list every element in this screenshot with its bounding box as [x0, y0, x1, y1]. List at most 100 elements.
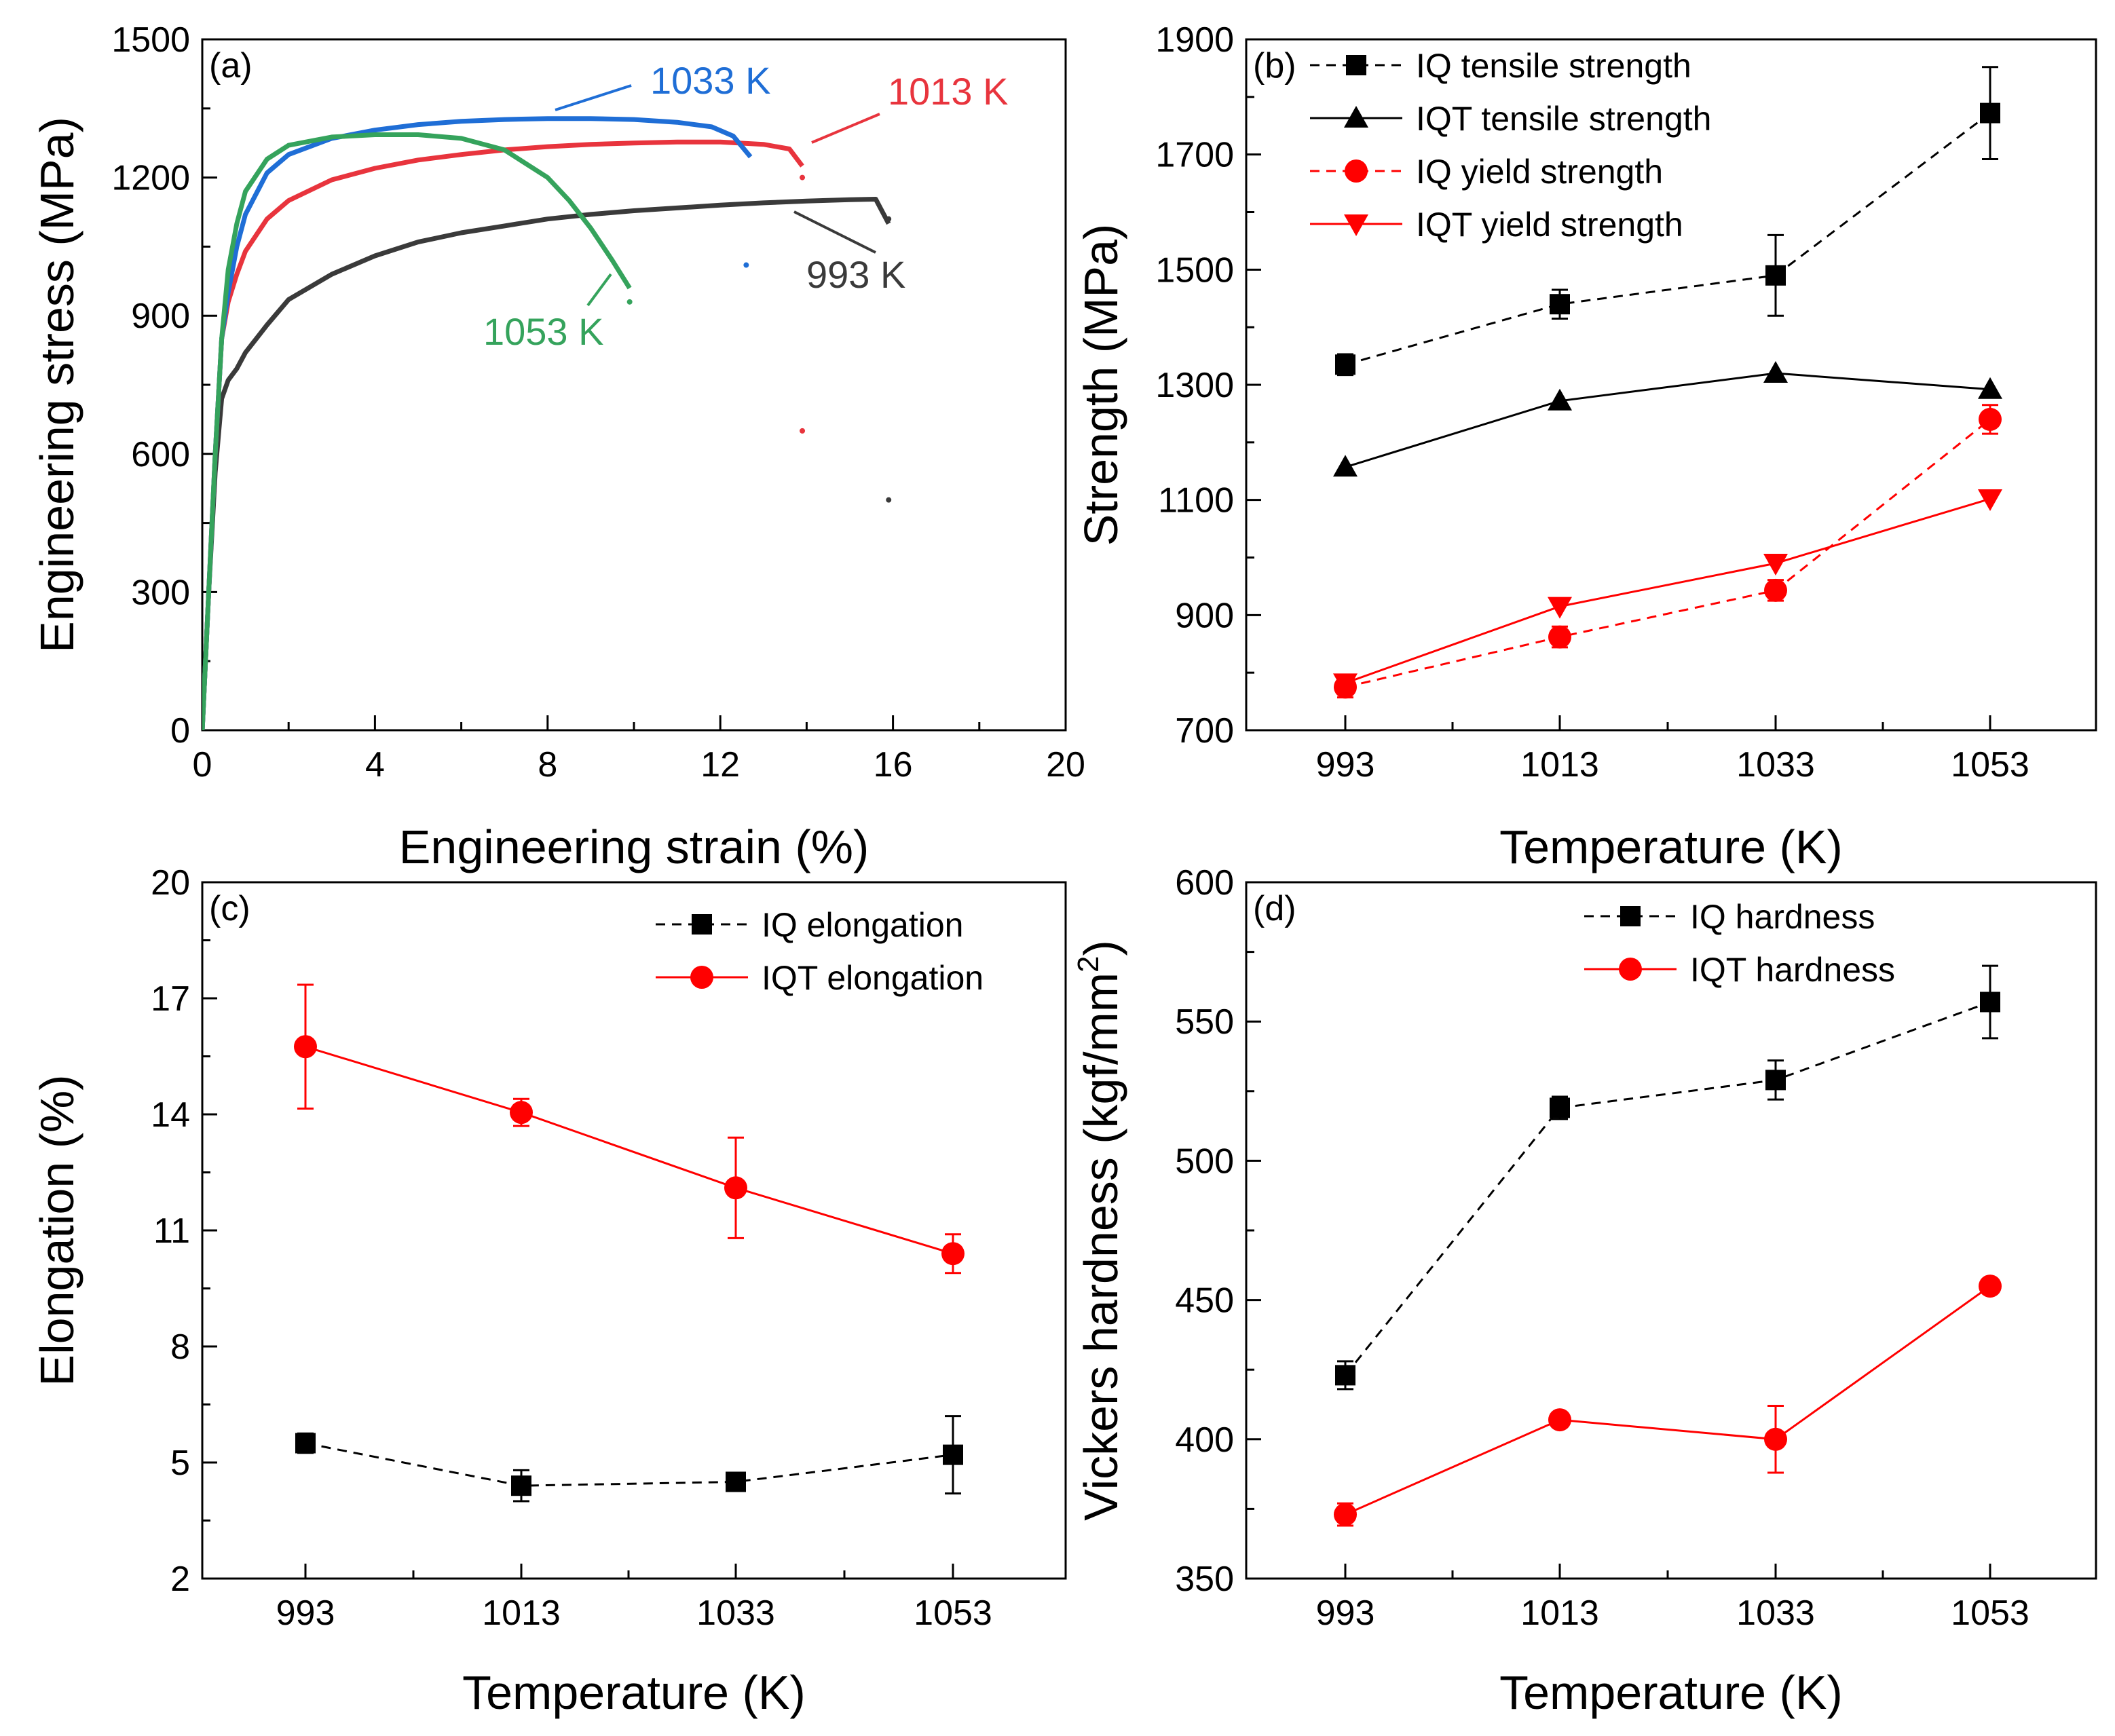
data-point — [295, 1433, 316, 1454]
y-tick-label: 8 — [170, 1327, 190, 1367]
data-point — [1763, 553, 1788, 575]
x-tick-label: 1013 — [1520, 1593, 1599, 1633]
data-point — [1333, 455, 1358, 477]
series-iqt-hardness — [1334, 1275, 2002, 1527]
x-tick-label: 1053 — [914, 1593, 992, 1633]
x-axis-title: Engineering strain (%) — [399, 820, 869, 873]
x-tick-label: 1033 — [1736, 1593, 1815, 1633]
panel-label: (d) — [1253, 889, 1296, 928]
panel-label: (b) — [1253, 46, 1296, 86]
y-tick-label: 300 — [131, 573, 190, 612]
series-line — [1344, 1001, 1991, 1376]
series-line — [305, 1442, 954, 1487]
plot-frame — [1245, 881, 2097, 1580]
fracture-dot — [886, 497, 892, 503]
x-tick-label: 1053 — [1951, 1593, 2029, 1633]
series-iqt-elongation — [294, 983, 965, 1275]
y-tick-label: 1900 — [1155, 20, 1234, 60]
y-axis-title: Strength (MPa) — [1074, 224, 1127, 546]
fracture-dot — [743, 262, 749, 268]
legend-label: IQT hardness — [1690, 951, 1895, 989]
x-axis-title: Temperature (K) — [1499, 1666, 1843, 1719]
y-tick-label: 600 — [131, 435, 190, 474]
legend-label: IQT elongation — [762, 959, 984, 997]
legend-marker — [1620, 906, 1641, 926]
panel-a-stress-strain-chart: 0 4 8 12 16 20 0 300 600 900 1200 1500 Engineering s… — [31, 20, 1085, 873]
x-tick-label: 20 — [1046, 745, 1085, 785]
data-point — [1333, 673, 1358, 696]
x-tick-label: 0 — [193, 745, 212, 785]
x-tick-label: 993 — [1316, 1593, 1375, 1633]
y-tick-label: 350 — [1175, 1560, 1234, 1599]
curve-1013-k — [202, 139, 804, 730]
y-tick-label: 450 — [1175, 1281, 1234, 1321]
fracture-dot — [800, 428, 806, 434]
data-point — [1765, 1070, 1786, 1091]
series-iq-elongation — [295, 1415, 963, 1503]
series-line — [1345, 112, 1991, 366]
y-tick-label: 17 — [151, 979, 190, 1019]
legend-label: IQ tensile strength — [1416, 47, 1691, 85]
legend-marker — [1619, 958, 1642, 981]
data-point — [1548, 1408, 1571, 1432]
series-line — [1345, 418, 1991, 688]
y-axis-title-text: Elongation (%) — [31, 1074, 83, 1386]
y-tick-label: 5 — [170, 1443, 190, 1483]
annotation-leader-line — [555, 84, 632, 111]
data-point — [510, 1101, 533, 1125]
legend-marker — [690, 966, 713, 989]
legend-label: IQT yield strength — [1416, 206, 1683, 244]
fracture-dot — [626, 299, 633, 305]
y-tick-label: 0 — [170, 711, 190, 751]
y-tick-label: 900 — [1175, 596, 1234, 635]
y-tick-label: 20 — [151, 863, 190, 903]
legend-marker — [692, 914, 712, 935]
y-axis-title: Engineering stress (MPa) — [31, 117, 83, 653]
data-point — [1548, 625, 1571, 649]
data-point — [1980, 102, 2000, 124]
series-line — [305, 1045, 954, 1255]
legend-label: IQ elongation — [762, 906, 963, 944]
y-axis-title-superscript: 2 — [1072, 956, 1105, 972]
y-tick-label: 700 — [1175, 711, 1234, 751]
data-point — [726, 1471, 746, 1492]
annotation-leader-line — [586, 273, 612, 307]
y-tick-label: 14 — [151, 1095, 190, 1135]
x-tick-label: 993 — [276, 1593, 335, 1633]
x-tick-label: 1053 — [1951, 745, 2029, 785]
y-tick-label: 550 — [1175, 1002, 1234, 1042]
x-tick-label: 1013 — [1520, 745, 1599, 785]
y-tick-label: 900 — [131, 297, 190, 336]
data-point — [1548, 388, 1572, 411]
panel-label: (a) — [209, 46, 252, 86]
x-tick-label: 993 — [1316, 745, 1375, 785]
y-tick-label: 1200 — [111, 159, 190, 198]
x-tick-label: 1033 — [1736, 745, 1815, 785]
curve-annotation: 1013 K — [888, 70, 1009, 113]
series-iqt-tensile-strength — [1333, 361, 2002, 477]
data-point — [1335, 1365, 1355, 1386]
data-point — [1335, 354, 1355, 375]
y-tick-label: 500 — [1175, 1141, 1234, 1181]
y-axis-title: Elongation (%) — [31, 1074, 83, 1386]
x-tick-label: 12 — [700, 745, 740, 785]
data-point — [943, 1444, 963, 1465]
fracture-dot — [886, 216, 892, 222]
curve-annotation: 993 K — [806, 253, 905, 296]
data-point — [1765, 265, 1786, 286]
data-point — [1978, 489, 2002, 511]
y-tick-label: 600 — [1175, 863, 1234, 903]
series-line — [1345, 497, 1991, 684]
y-axis-title-end: ) — [1074, 940, 1127, 956]
series-iqt-yield-strength — [1333, 489, 2002, 696]
curve-993-k — [202, 197, 891, 730]
data-point — [724, 1176, 747, 1200]
legend: IQ tensile strength IQT tensile strength I… — [1310, 47, 1711, 244]
y-axis-title: Vickers hardness (kgf/mm2) — [1072, 940, 1127, 1521]
y-axis-title-text: Vickers hardness (kgf/mm — [1074, 973, 1127, 1521]
legend-label: IQ yield strength — [1416, 153, 1663, 191]
data-point — [1979, 407, 2002, 431]
data-point — [511, 1475, 531, 1496]
x-axis-title: Temperature (K) — [1499, 820, 1843, 873]
y-tick-label: 11 — [153, 1211, 190, 1251]
